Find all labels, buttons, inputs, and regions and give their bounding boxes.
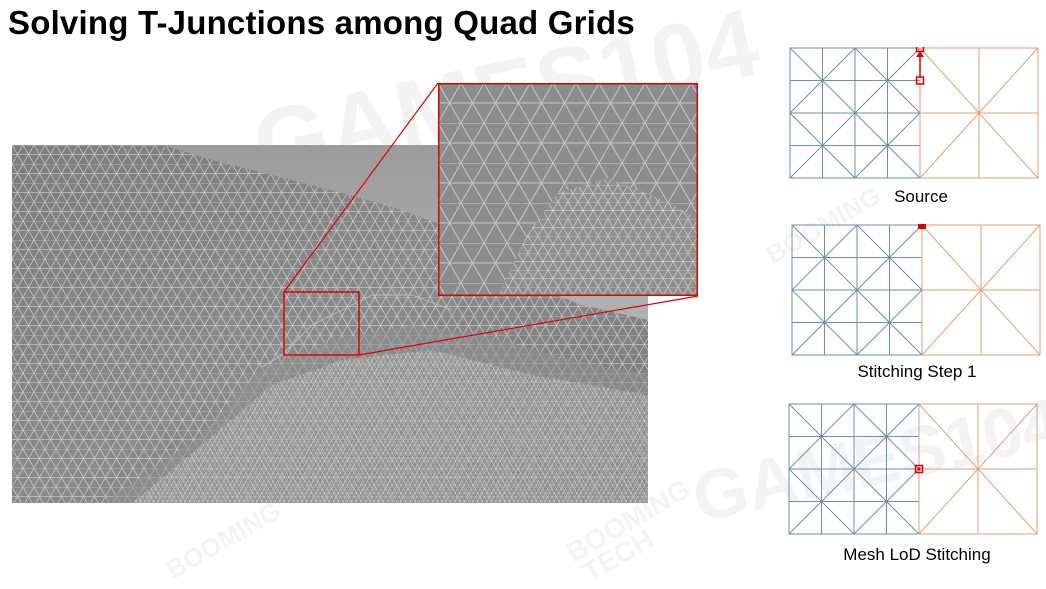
watermark-tech: TECH xyxy=(577,523,659,589)
diagram-source xyxy=(789,47,1039,179)
lod-highlight xyxy=(914,464,924,474)
caption-stitching-step-1: Stitching Step 1 xyxy=(857,362,977,381)
lod-left-grid xyxy=(788,403,920,535)
caption-mesh-lod-stitching: Mesh LoD Stitching xyxy=(843,545,991,564)
slide-title: Solving T-Junctions among Quad Grids xyxy=(8,4,635,41)
source-left-grid xyxy=(789,47,921,179)
zoom-inset-image xyxy=(438,83,698,296)
lod-right-grid xyxy=(918,403,1038,535)
caption-source: Source xyxy=(894,187,948,206)
step1-left-grid xyxy=(791,224,923,356)
step1-highlight xyxy=(918,224,926,229)
diagram-stitching-step-1 xyxy=(791,224,1041,356)
arrow-up-icon xyxy=(916,51,924,57)
watermark-booming-2: BOOMING xyxy=(161,495,287,585)
source-right-grid xyxy=(919,47,1039,179)
step1-right-grid xyxy=(921,224,1041,356)
diagram-mesh-lod-stitching xyxy=(788,403,1038,535)
